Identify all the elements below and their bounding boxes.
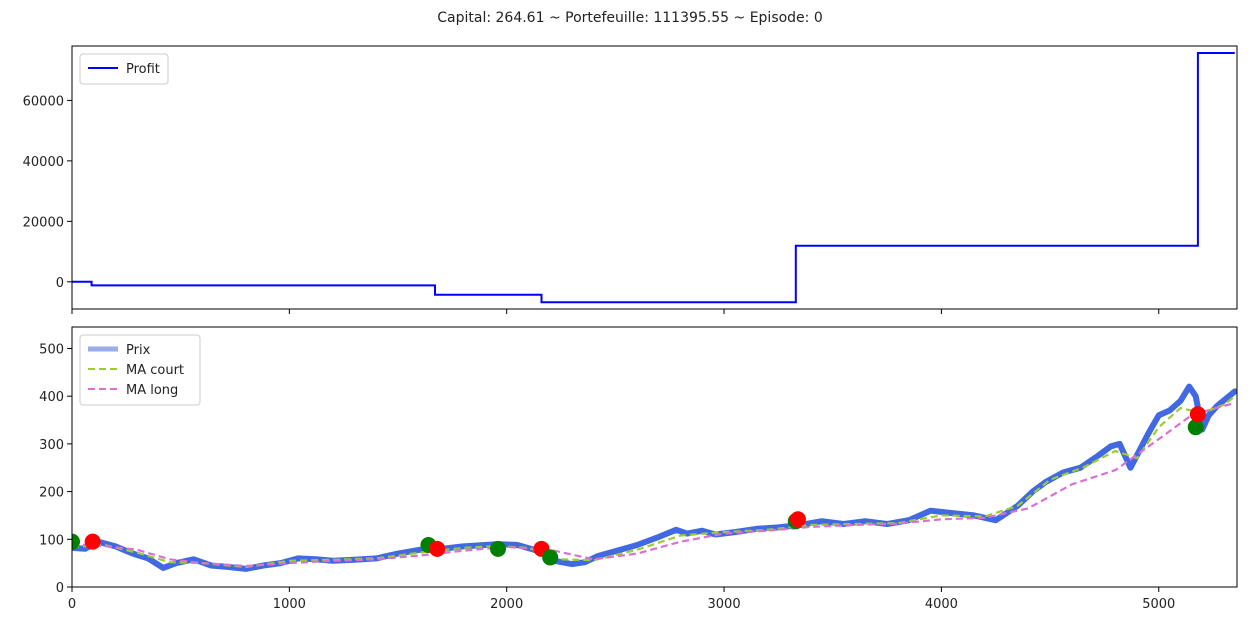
series-line-ma-court [72,395,1236,569]
y-tick-label: 500 [39,342,64,357]
legend-label: Profit [126,62,160,77]
x-tick-label: 3000 [708,597,741,612]
y-tick-label: 40000 [23,155,64,170]
x-tick-label: 5000 [1142,597,1175,612]
legend-label: Prix [126,343,151,358]
series-line-profit [72,52,1235,304]
legend-box [79,53,169,85]
x-tick-label: 0 [68,597,76,612]
axes-frame [71,45,1238,310]
y-tick-label: 0 [56,276,64,291]
trade-marker-sell [1189,406,1206,423]
y-tick-label: 20000 [23,215,64,230]
trade-marker-buy [542,549,559,566]
y-tick-label: 400 [39,390,64,405]
figure-title: Capital: 264.61 ~ Portefeuille: 111395.5… [437,10,823,26]
y-tick-label: 0 [56,581,64,596]
series-line-ma-long [72,402,1236,568]
legend-box [79,334,201,406]
axes-frame [71,326,1238,588]
trade-marker-buy [1187,419,1204,436]
trade-marker-buy [490,540,507,557]
x-tick-label: 4000 [925,597,958,612]
y-tick-label: 60000 [23,94,64,109]
trade-marker-sell [84,533,101,550]
y-tick-label: 300 [39,438,64,453]
legend-label: MA court [126,363,184,378]
trade-marker-sell [789,511,806,528]
x-tick-label: 1000 [273,597,306,612]
y-tick-label: 100 [39,533,64,548]
trade-marker-buy [72,533,80,550]
y-tick-label: 200 [39,486,64,501]
profit-axes: 0 20000 40000 60000 Profit [23,45,1238,314]
x-tick-label: 2000 [490,597,523,612]
series-line-prix [72,383,1237,572]
trade-marker-sell [429,540,446,557]
legend-label: MA long [126,383,178,398]
